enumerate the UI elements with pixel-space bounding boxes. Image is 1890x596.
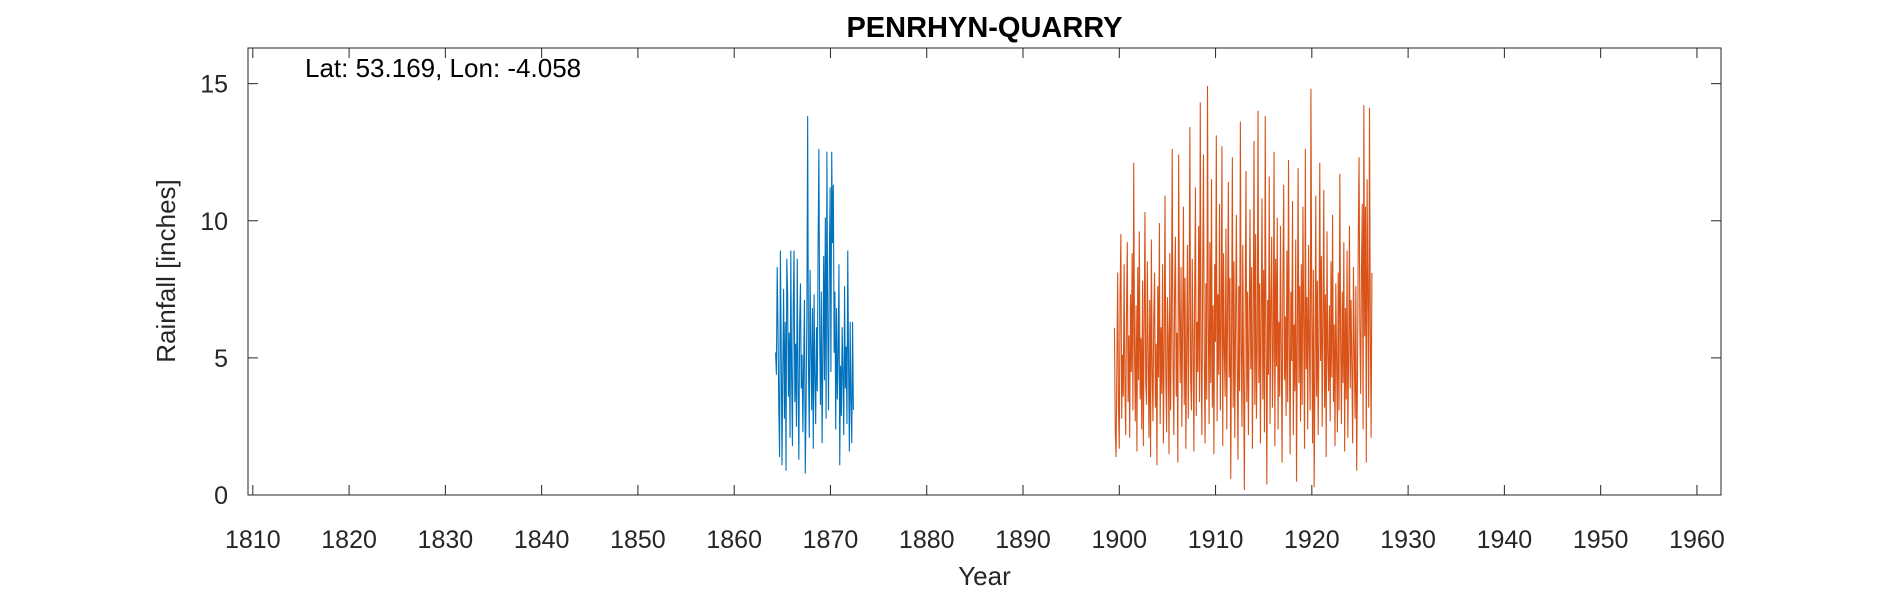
x-tick-label: 1910 [1188, 526, 1244, 554]
plot-area [248, 48, 1721, 495]
x-tick-label: 1880 [899, 526, 955, 554]
axes-box [247, 47, 1722, 496]
x-axis: 1810 1820 1830 1840 1850 1860 1870 1880 1890 1900… [225, 48, 1725, 554]
x-tick-label: 1860 [706, 526, 762, 554]
x-tick-label: 1930 [1380, 526, 1436, 554]
series-line-1 [775, 116, 854, 474]
location-annotation: Lat: 53.169, Lon: -4.058 [305, 53, 581, 83]
x-tick-label: 1920 [1284, 526, 1340, 554]
x-tick-label: 1820 [321, 526, 377, 554]
x-tick-label: 1900 [1091, 526, 1147, 554]
y-axis-label: Rainfall [inches] [151, 179, 181, 363]
x-axis-label: Year [958, 561, 1011, 591]
x-tick-label: 1950 [1573, 526, 1629, 554]
y-tick-label: 15 [200, 71, 228, 99]
series-line-2 [1113, 85, 1373, 491]
y-tick-label: 0 [214, 482, 228, 510]
x-tick-label: 1830 [418, 526, 474, 554]
series-layer [775, 85, 1373, 491]
chart-title: PENRHYN-QUARRY [846, 12, 1122, 44]
x-tick-label: 1810 [225, 526, 281, 554]
y-tick-label: 10 [200, 208, 228, 236]
x-tick-label: 1960 [1669, 526, 1725, 554]
x-tick-label: 1870 [803, 526, 859, 554]
y-tick-label: 5 [214, 345, 228, 373]
x-tick-label: 1850 [610, 526, 666, 554]
x-tick-label: 1890 [995, 526, 1051, 554]
y-axis: 0 5 10 15 [200, 71, 1721, 510]
x-tick-label: 1840 [514, 526, 570, 554]
x-tick-label: 1940 [1477, 526, 1533, 554]
